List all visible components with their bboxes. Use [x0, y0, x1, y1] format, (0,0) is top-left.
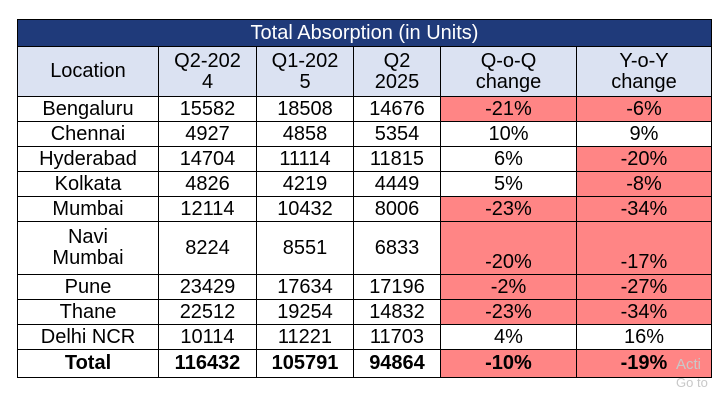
location-cell: Navi Mumbai [17, 221, 159, 275]
value-cell: 4826 [158, 171, 257, 197]
value-cell: 8006 [353, 196, 441, 222]
value-cell: 17196 [353, 274, 441, 300]
table-row: Delhi NCR 10114 11221 11703 4% 16% [17, 324, 712, 350]
table-row: Navi Mumbai 8224 8551 6833 -20% -17% [17, 221, 712, 275]
yoy-cell: -17% [576, 221, 712, 275]
table-row: Kolkata 4826 4219 4449 5% -8% [17, 171, 712, 197]
qoq-cell: -21% [440, 96, 577, 122]
yoy-cell: -34% [576, 196, 712, 222]
value-cell: 15582 [158, 96, 257, 122]
location-cell: Bengaluru [17, 96, 159, 122]
table-title: Total Absorption (in Units) [17, 19, 712, 47]
value-cell: 11815 [353, 146, 441, 172]
total-q2-2024: 116432 [158, 349, 257, 378]
location-cell: Hyderabad [17, 146, 159, 172]
qoq-cell: 6% [440, 146, 577, 172]
header-yoy-change: Y-o-Y change [576, 46, 712, 97]
header-q2-2025: Q2 2025 [353, 46, 441, 97]
yoy-cell: -8% [576, 171, 712, 197]
absorption-table: Total Absorption (in Units) Location Q2-… [17, 19, 712, 378]
qoq-cell: -23% [440, 299, 577, 325]
qoq-cell: 5% [440, 171, 577, 197]
header-location: Location [17, 46, 159, 97]
value-cell: 14676 [353, 96, 441, 122]
table-row: Thane 22512 19254 14832 -23% -34% [17, 299, 712, 325]
qoq-cell: -23% [440, 196, 577, 222]
value-cell: 14832 [353, 299, 441, 325]
qoq-cell: -2% [440, 274, 577, 300]
value-cell: 19254 [256, 299, 354, 325]
total-qoq: -10% [440, 349, 577, 378]
value-cell: 4449 [353, 171, 441, 197]
value-cell: 11703 [353, 324, 441, 350]
value-cell: 4219 [256, 171, 354, 197]
value-cell: 10114 [158, 324, 257, 350]
total-q2-2025: 94864 [353, 349, 441, 378]
qoq-cell: -20% [440, 221, 577, 275]
total-label: Total [17, 349, 159, 378]
qoq-cell: 10% [440, 121, 577, 147]
total-row: Total 116432 105791 94864 -10% -19% [17, 349, 712, 378]
value-cell: 10432 [256, 196, 354, 222]
value-cell: 8224 [158, 221, 257, 275]
yoy-cell: -27% [576, 274, 712, 300]
location-cell: Mumbai [17, 196, 159, 222]
watermark-line-2: Go to [676, 375, 708, 390]
location-cell: Delhi NCR [17, 324, 159, 350]
value-cell: 17634 [256, 274, 354, 300]
location-cell: Kolkata [17, 171, 159, 197]
qoq-cell: 4% [440, 324, 577, 350]
value-cell: 4858 [256, 121, 354, 147]
location-cell: Thane [17, 299, 159, 325]
value-cell: 22512 [158, 299, 257, 325]
header-q2-2024: Q2-202 4 [158, 46, 257, 97]
value-cell: 23429 [158, 274, 257, 300]
location-cell: Pune [17, 274, 159, 300]
value-cell: 5354 [353, 121, 441, 147]
activation-watermark: Acti Go to [676, 356, 708, 392]
watermark-line-1: Acti [676, 356, 702, 373]
yoy-cell: -6% [576, 96, 712, 122]
table-row: Chennai 4927 4858 5354 10% 9% [17, 121, 712, 147]
table-row: Hyderabad 14704 11114 11815 6% -20% [17, 146, 712, 172]
value-cell: 8551 [256, 221, 354, 275]
yoy-cell: 9% [576, 121, 712, 147]
value-cell: 14704 [158, 146, 257, 172]
header-q1-2025: Q1-202 5 [256, 46, 354, 97]
value-cell: 6833 [353, 221, 441, 275]
yoy-cell: -20% [576, 146, 712, 172]
value-cell: 18508 [256, 96, 354, 122]
table-row: Mumbai 12114 10432 8006 -23% -34% [17, 196, 712, 222]
total-q1-2025: 105791 [256, 349, 354, 378]
table-row: Pune 23429 17634 17196 -2% -27% [17, 274, 712, 300]
yoy-cell: 16% [576, 324, 712, 350]
value-cell: 11221 [256, 324, 354, 350]
value-cell: 4927 [158, 121, 257, 147]
location-cell: Chennai [17, 121, 159, 147]
value-cell: 12114 [158, 196, 257, 222]
total-yoy: -19% [576, 349, 712, 378]
value-cell: 11114 [256, 146, 354, 172]
yoy-cell: -34% [576, 299, 712, 325]
header-qoq-change: Q-o-Q change [440, 46, 577, 97]
table-row: Bengaluru 15582 18508 14676 -21% -6% [17, 96, 712, 122]
